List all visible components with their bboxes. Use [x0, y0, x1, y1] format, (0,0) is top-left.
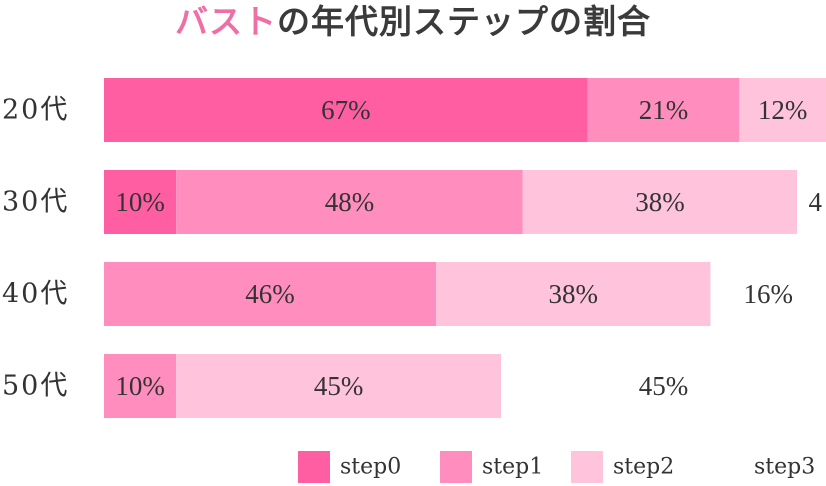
bar-segment-step2-2	[522, 170, 798, 234]
data-label-step0-1: 67%	[321, 95, 371, 125]
bar-segment-step2-4	[176, 354, 502, 418]
bar-segment-step2-1	[739, 78, 826, 142]
chart-title-accent: バスト	[175, 2, 277, 41]
data-label-step1-1: 21%	[639, 95, 689, 125]
data-label-step2-2: 38%	[635, 187, 685, 217]
chart-title-rest: の年代別ステップの割合	[277, 2, 651, 41]
legend-swatch-step2	[571, 451, 603, 483]
category-label-1: 20代	[2, 95, 69, 126]
bar-segment-step3-2	[797, 170, 826, 234]
category-label-3: 40代	[2, 279, 69, 310]
data-label-step0-2: 10%	[115, 187, 165, 217]
chart-title: バストの年代別ステップの割合	[0, 0, 826, 50]
data-label-step3-3: 16%	[743, 279, 793, 309]
data-label-step1-4: 10%	[115, 371, 165, 401]
bar-segment-step1-3	[104, 262, 437, 326]
bar-segment-step3-3	[710, 262, 826, 326]
data-label-step3-2: 4	[809, 187, 823, 217]
category-label-4: 50代	[2, 371, 69, 402]
legend-swatch-step1	[440, 451, 472, 483]
category-label-2: 30代	[2, 187, 69, 218]
data-label-step3-4: 45%	[639, 371, 689, 401]
data-label-step1-2: 48%	[325, 187, 375, 217]
legend-label-step1: step1	[482, 455, 543, 480]
legend-label-step3: step3	[754, 455, 815, 480]
bar-segment-step0-2	[104, 170, 177, 234]
bar-segment-step0-1	[104, 78, 588, 142]
data-label-step2-1: 12%	[758, 95, 808, 125]
legend-swatch-step3	[712, 451, 744, 483]
bar-segment-step1-4	[104, 354, 177, 418]
legend-label-step2: step2	[613, 455, 674, 480]
data-label-step1-3: 46%	[245, 279, 295, 309]
bar-segment-step1-2	[176, 170, 523, 234]
legend-label-step0: step0	[340, 455, 401, 480]
bar-segment-step1-1	[587, 78, 740, 142]
data-label-step2-4: 45%	[314, 371, 364, 401]
bar-segment-step3-4	[501, 354, 826, 418]
bar-segment-step2-3	[436, 262, 711, 326]
data-label-step2-3: 38%	[549, 279, 599, 309]
legend-swatch-step0	[298, 451, 330, 483]
